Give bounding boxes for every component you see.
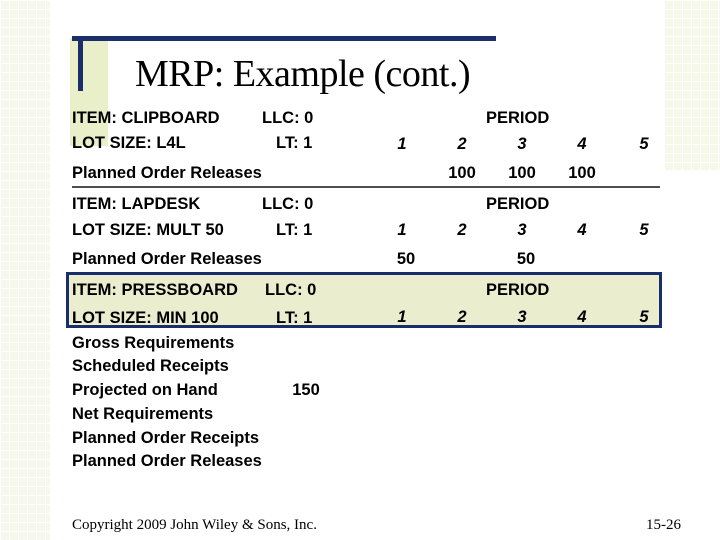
llc-value: LLC: 0 [262,195,314,213]
slide-title: MRP: Example (cont.) [135,53,471,95]
lead-time: LT: 1 [276,134,313,152]
period-header: PERIOD [486,281,550,299]
decorative-grid-right [664,0,720,170]
item-name: ITEM: LAPDESK [72,195,201,213]
item-name: ITEM: CLIPBOARD [72,109,220,127]
lead-time: LT: 1 [276,309,313,327]
period-number: 5 [639,308,649,326]
row-label: Planned Order Releases [72,250,262,268]
item-name: ITEM: PRESSBOARD [72,281,238,299]
cell-value: 100 [568,164,596,182]
period-number: 4 [577,308,587,326]
highlight-box [66,272,662,328]
period-number: 4 [577,221,587,239]
cell-value: 100 [508,164,536,182]
row-label: Scheduled Receipts [72,357,229,375]
period-number: 1 [397,308,407,326]
section-divider [72,186,660,188]
initial-on-hand: 150 [292,381,320,399]
period-number: 2 [457,308,467,326]
cell-value: 50 [396,250,416,268]
period-number: 1 [397,135,407,153]
page-number: 15-26 [646,517,681,533]
title-accent-bar [72,36,496,41]
period-number: 5 [639,135,649,153]
title-accent-vertical-bar [78,36,83,91]
row-label: Planned Order Receipts [72,429,260,447]
row-label: Net Requirements [72,405,214,423]
period-number: 3 [517,221,527,239]
period-header: PERIOD [486,109,550,127]
period-number: 2 [457,221,467,239]
row-label: Planned Order Releases [72,452,262,470]
cell-value: 100 [448,164,476,182]
title-accent-box [70,38,108,146]
copyright-text: Copyright 2009 John Wiley & Sons, Inc. [72,517,317,533]
lead-time: LT: 1 [276,221,313,239]
lot-size: LOT SIZE: MULT 50 [72,221,224,239]
lot-size: LOT SIZE: MIN 100 [72,309,219,327]
period-number: 5 [639,221,649,239]
period-number: 3 [517,308,527,326]
row-label: Planned Order Releases [72,164,262,182]
lot-size: LOT SIZE: L4L [72,134,186,152]
period-number: 4 [577,135,587,153]
row-label: Gross Requirements [72,334,235,352]
period-number: 2 [457,135,467,153]
period-header: PERIOD [486,195,550,213]
llc-value: LLC: 0 [262,109,314,127]
row-label: Projected on Hand [72,381,218,399]
llc-value: LLC: 0 [265,281,317,299]
cell-value: 50 [516,250,536,268]
decorative-grid-left [0,0,50,540]
period-number: 1 [397,221,407,239]
period-number: 3 [517,135,527,153]
